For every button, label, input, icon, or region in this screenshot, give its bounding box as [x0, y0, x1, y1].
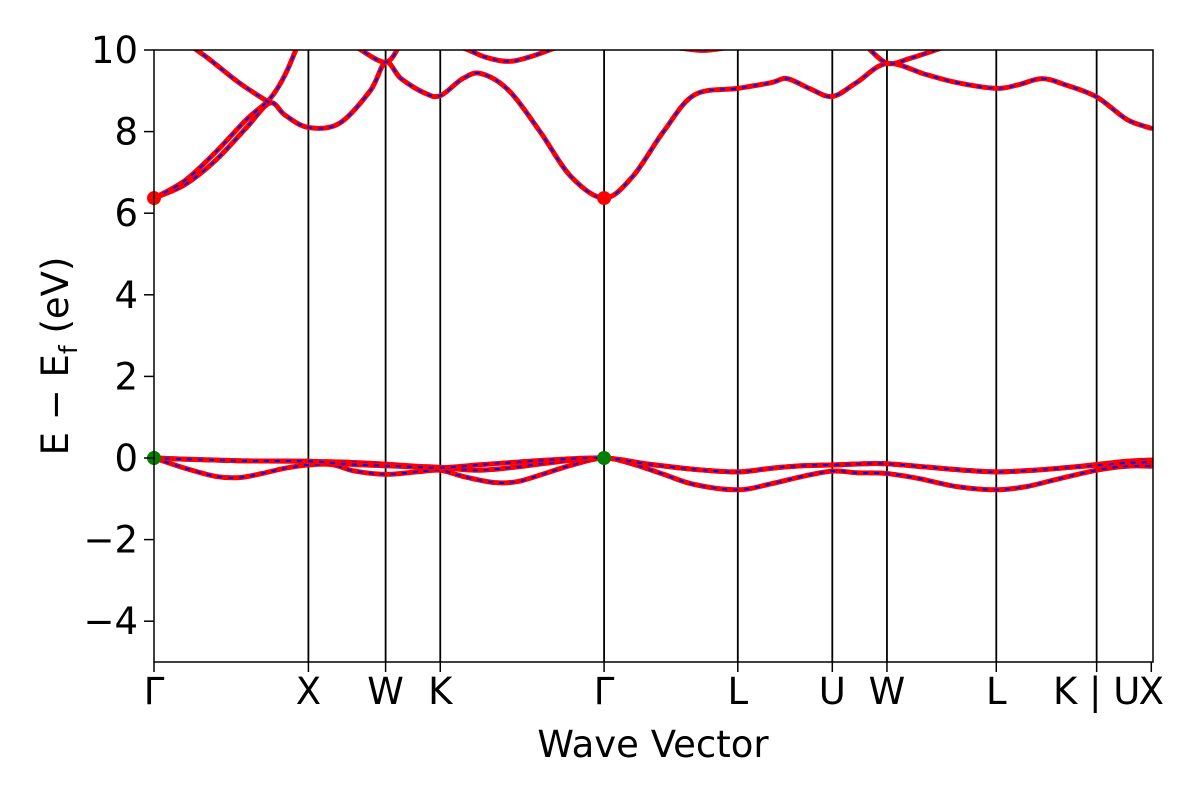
x-tick-label: W — [367, 670, 404, 713]
band-edge-marker — [597, 451, 612, 465]
x-tick-label: Γ — [594, 670, 615, 713]
y-tick-label: 4 — [114, 274, 138, 317]
x-tick-label: U — [819, 670, 846, 713]
kpath-vertical-lines — [307, 50, 1098, 662]
band-line — [460, 50, 558, 64]
x-tick-label: X — [1139, 670, 1164, 713]
y-axis-title-main: E − E — [34, 354, 77, 455]
y-tick-label: −4 — [83, 600, 138, 643]
y-tick-label: 10 — [91, 29, 138, 72]
band-line-dash — [154, 50, 297, 199]
y-axis-title: E − Ef (eV) — [34, 257, 83, 456]
x-tick-label: W — [869, 670, 906, 713]
y-tick-label: 8 — [114, 111, 138, 154]
band-edge-markers — [147, 191, 612, 465]
plot-frame — [153, 49, 1154, 663]
x-tick-label: X — [296, 670, 321, 713]
x-axis-title: Wave Vector — [537, 723, 769, 766]
band-line-dash — [465, 50, 553, 63]
band-line-dash — [359, 50, 398, 64]
y-axis-title-subscript: f — [54, 344, 83, 354]
y-tick-label: 2 — [114, 355, 138, 398]
band-line — [154, 50, 299, 201]
x-tick-label: Γ — [144, 670, 165, 713]
x-tick-label: L — [727, 670, 748, 713]
band-line — [154, 59, 1153, 201]
y-axis-title-unit: (eV) — [34, 257, 77, 346]
x-tick-label: K — [428, 670, 454, 713]
band-line-dash — [194, 50, 271, 104]
x-tick-label: K | U — [1053, 670, 1140, 713]
y-tick-label: 0 — [114, 437, 138, 480]
band-line-dash — [154, 456, 1152, 473]
y-tick-label: 6 — [114, 192, 138, 235]
band-line — [866, 50, 944, 67]
band-lines — [154, 50, 1153, 493]
y-tick-label: −2 — [83, 519, 138, 562]
band-line-dash — [154, 61, 1152, 200]
band-edge-marker — [597, 191, 612, 206]
x-tick-label: L — [986, 670, 1007, 713]
y-axis-ticks: −4 −2 0 2 4 6 8 10 — [83, 29, 154, 643]
